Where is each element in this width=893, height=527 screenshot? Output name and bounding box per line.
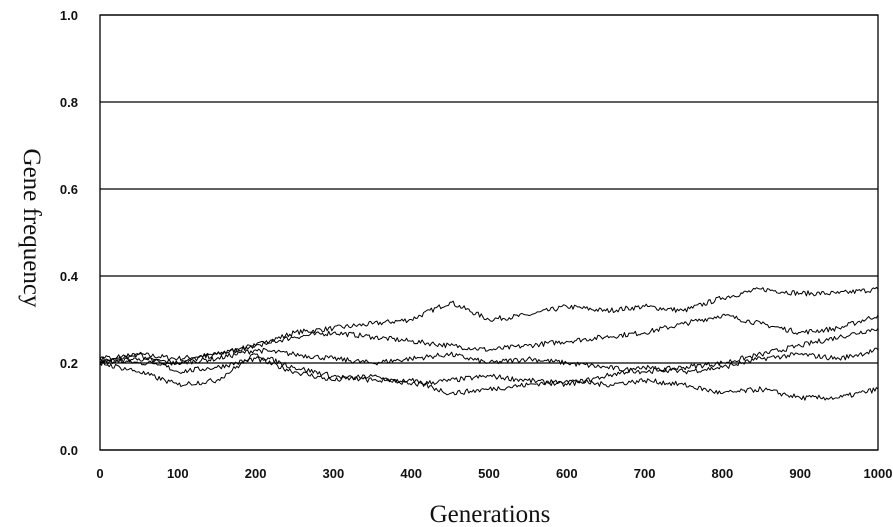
series-line-4 — [99, 347, 879, 387]
y-tick-label: 0.0 — [60, 443, 78, 458]
y-tick-label: 0.4 — [60, 269, 79, 284]
x-tick-label: 100 — [167, 466, 189, 481]
series-line-1 — [99, 286, 879, 366]
x-tick-label: 800 — [712, 466, 734, 481]
y-axis-title: Gene frequency — [18, 149, 45, 308]
x-tick-label: 400 — [400, 466, 422, 481]
plot-frame — [99, 14, 879, 451]
x-tick-label: 200 — [245, 466, 267, 481]
series-line-5 — [99, 353, 879, 401]
x-tick-label: 300 — [323, 466, 345, 481]
y-tick-labels: 0.0 0.2 0.4 0.6 0.8 1.0 — [60, 8, 79, 458]
x-tick-label: 500 — [478, 466, 500, 481]
x-tick-label: 1000 — [864, 466, 893, 481]
x-tick-label: 0 — [96, 466, 103, 481]
x-tick-labels: 0 100 200 300 400 500 600 700 800 900 1000 — [96, 466, 892, 481]
gridlines — [100, 14, 878, 451]
y-tick-label: 0.6 — [60, 182, 78, 197]
y-tick-label: 0.2 — [60, 356, 78, 371]
y-tick-label: 0.8 — [60, 95, 78, 110]
x-tick-label: 900 — [789, 466, 811, 481]
series-line-3 — [99, 327, 879, 375]
series-lines — [99, 286, 879, 401]
x-tick-label: 600 — [556, 466, 578, 481]
x-tick-label: 700 — [634, 466, 656, 481]
y-tick-label: 1.0 — [60, 8, 78, 23]
series-line-2 — [99, 313, 879, 366]
x-axis-title: Generations — [430, 501, 551, 527]
